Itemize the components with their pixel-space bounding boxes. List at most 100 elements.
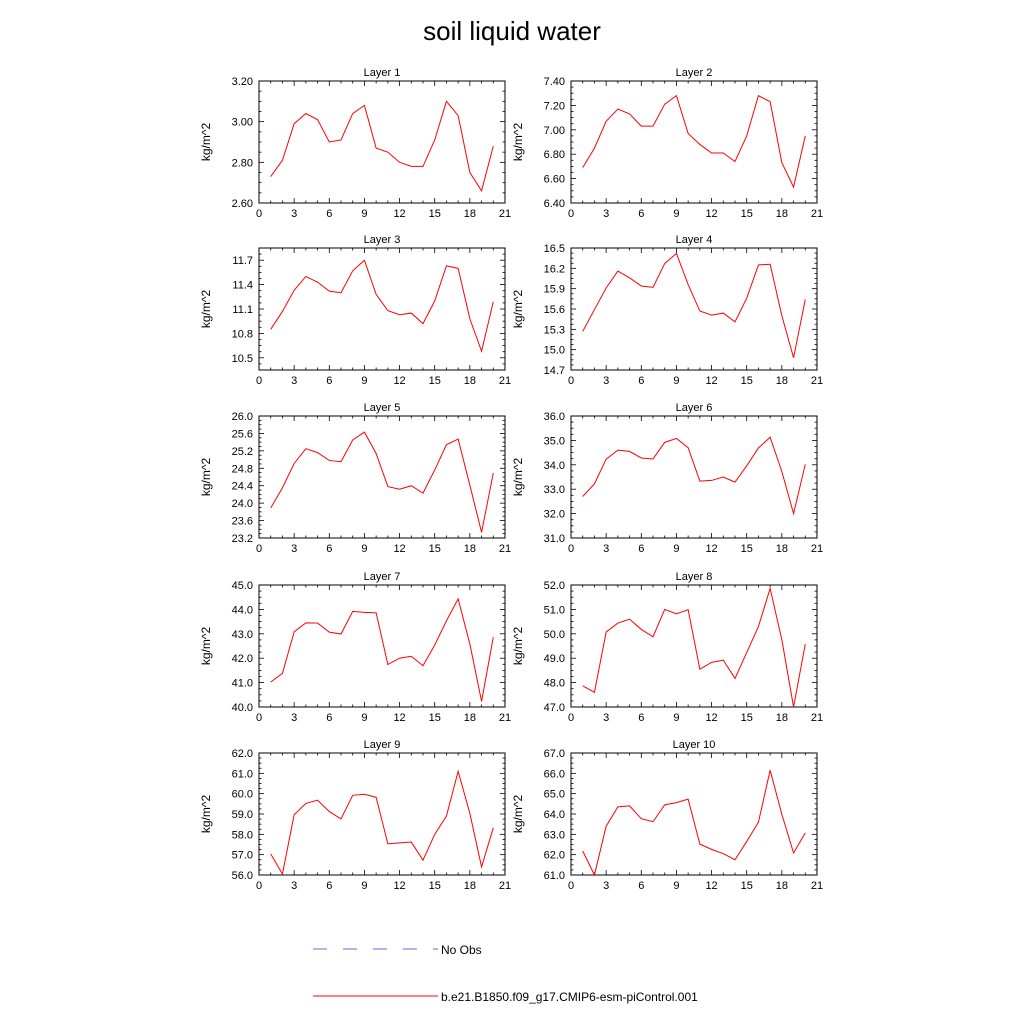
x-tick-label: 6 [326,712,332,724]
x-tick-label: 12 [705,880,717,892]
y-tick-label: 10.5 [232,353,253,365]
x-tick-label: 21 [811,375,823,387]
panel-title: Layer 6 [676,402,713,414]
x-tick-label: 0 [256,208,262,220]
y-tick-label: 44.0 [232,604,253,616]
x-tick-label: 12 [393,880,405,892]
x-tick-label: 21 [499,712,511,724]
x-tick-label: 0 [568,543,574,555]
x-tick-label: 9 [361,712,367,724]
y-tick-label: 14.7 [544,365,565,377]
x-tick-label: 3 [291,880,297,892]
y-tick-label: 41.0 [232,678,253,690]
panel-title: Layer 2 [676,67,713,79]
panel-layer-8: Layer 8 kg/m^2 0 3 6 9 12 15 18 21 47.0 48.0 49.0 50.… [511,571,823,724]
series-line-1 [582,586,806,708]
plot-frame [258,584,506,708]
x-tick-label: 18 [776,208,788,220]
x-tick-label: 3 [603,712,609,724]
y-axis-label: kg/m^2 [199,123,213,162]
x-tick-label: 15 [429,208,441,220]
panels-group: Layer 1 kg/m^2 0 3 6 9 12 15 18 21 2.60 2.80 3.00 3.2… [199,67,823,892]
x-tick-label: 15 [429,375,441,387]
series-line-1 [582,94,806,189]
y-tick-label: 31.0 [544,533,565,545]
y-tick-label: 33.0 [544,484,565,496]
panel-layer-1: Layer 1 kg/m^2 0 3 6 9 12 15 18 21 2.60 2.80 3.00 3.2… [199,67,511,220]
panel-title: Layer 4 [676,234,713,246]
x-tick-label: 9 [673,208,679,220]
x-tick-label: 15 [741,712,753,724]
x-tick-label: 6 [638,208,644,220]
x-tick-label: 0 [256,375,262,387]
panel-title: Layer 7 [364,571,401,583]
x-tick-label: 3 [603,208,609,220]
plot-frame [570,80,818,204]
panel-title: Layer 5 [364,402,401,414]
y-tick-label: 26.0 [232,411,253,423]
x-tick-label: 0 [256,712,262,724]
y-tick-label: 24.0 [232,498,253,510]
x-tick-label: 21 [811,208,823,220]
plot-frame [258,752,506,876]
y-tick-label: 23.6 [232,516,253,528]
panel-layer-7: Layer 7 kg/m^2 0 3 6 9 12 15 18 21 40.0 41.0 42.0 43.… [199,571,511,724]
x-tick-label: 15 [741,208,753,220]
panel-layer-6: Layer 6 kg/m^2 0 3 6 9 12 15 18 21 31.0 32.0 33.0 34.… [511,402,823,555]
x-tick-label: 3 [603,880,609,892]
y-tick-label: 23.2 [232,533,253,545]
x-tick-label: 18 [464,880,476,892]
x-tick-label: 0 [568,880,574,892]
y-tick-label: 11.4 [232,280,253,292]
x-tick-label: 12 [705,375,717,387]
y-tick-label: 3.00 [232,117,253,129]
x-tick-label: 18 [776,375,788,387]
x-tick-label: 6 [638,712,644,724]
y-tick-label: 24.8 [232,463,253,475]
y-tick-label: 32.0 [544,509,565,521]
x-tick-label: 3 [291,543,297,555]
x-tick-label: 15 [741,880,753,892]
x-tick-label: 12 [705,208,717,220]
x-tick-label: 12 [705,543,717,555]
x-tick-label: 0 [568,208,574,220]
x-tick-label: 3 [291,375,297,387]
x-tick-label: 18 [464,208,476,220]
y-tick-label: 34.0 [544,460,565,472]
x-tick-label: 18 [464,543,476,555]
x-tick-label: 6 [326,375,332,387]
panel-title: Layer 9 [364,739,401,751]
legend-obs-label: No Obs [441,943,482,957]
x-tick-label: 15 [429,543,441,555]
y-tick-label: 60.0 [232,789,253,801]
y-tick-label: 62.0 [232,748,253,760]
y-tick-label: 62.0 [544,850,565,862]
y-tick-label: 56.0 [232,870,253,882]
y-tick-label: 7.40 [544,76,565,88]
y-tick-label: 11.7 [232,255,253,267]
y-axis-label: kg/m^2 [511,290,525,329]
x-tick-label: 9 [361,543,367,555]
y-tick-label: 42.0 [232,653,253,665]
x-tick-label: 21 [811,712,823,724]
x-tick-label: 0 [568,375,574,387]
y-tick-label: 66.0 [544,768,565,780]
plot-frame [570,584,818,708]
y-tick-label: 6.40 [544,198,565,210]
y-tick-label: 59.0 [232,809,253,821]
y-tick-label: 2.80 [232,157,253,169]
x-tick-label: 18 [776,712,788,724]
x-tick-label: 21 [811,543,823,555]
x-tick-label: 3 [603,543,609,555]
panel-layer-9: Layer 9 kg/m^2 0 3 6 9 12 15 18 21 56.0 57.0 58.0 59.… [199,739,511,892]
x-tick-label: 21 [499,208,511,220]
x-tick-label: 15 [429,880,441,892]
y-tick-label: 16.5 [544,243,565,255]
y-tick-label: 67.0 [544,748,565,760]
y-tick-label: 50.0 [544,629,565,641]
x-tick-label: 21 [811,880,823,892]
panel-title: Layer 1 [364,67,401,79]
series-line-1 [582,770,806,877]
y-tick-label: 25.6 [232,428,253,440]
